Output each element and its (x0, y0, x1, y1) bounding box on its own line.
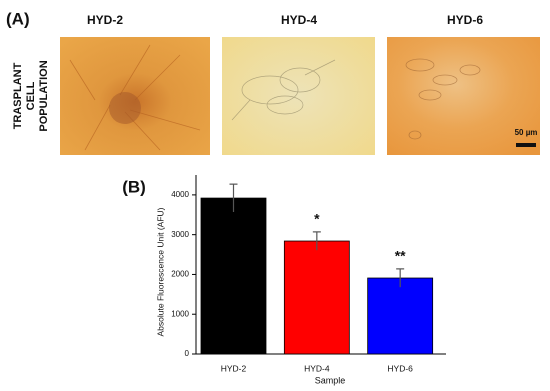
significance-marker: ** (395, 248, 406, 264)
image-title: HYD-4 (281, 13, 317, 27)
y-tick-label: 1000 (171, 309, 189, 318)
y-tick-label: 2000 (171, 270, 189, 279)
micrograph: 50 µm (387, 37, 540, 155)
panel-a-label: (A) (6, 9, 30, 28)
x-tick-label: HYD-2 (221, 363, 247, 373)
row-label-line: POPULATION (38, 60, 50, 131)
row-label: TRASPLANT CELL POPULATION (12, 60, 50, 131)
bar (367, 277, 434, 355)
bar (200, 197, 267, 355)
panel-b-label: (B) (122, 177, 146, 196)
y-tick-label: 0 (185, 349, 190, 358)
micrograph (60, 37, 210, 155)
x-tick-label: HYD-6 (387, 363, 413, 373)
scale-bar-label: 50 µm (515, 128, 538, 137)
y-axis-label: Absolute Fluorescence Unit (AFU) (155, 207, 165, 336)
y-tick-label: 3000 (171, 230, 189, 239)
row-label-line: CELL (25, 81, 37, 110)
image-title: HYD-6 (447, 13, 483, 27)
y-tick-label: 4000 (171, 190, 189, 199)
x-tick-label: HYD-4 (304, 363, 330, 373)
image-title: HYD-2 (87, 13, 123, 27)
significance-marker: * (314, 211, 320, 227)
bar (283, 240, 350, 355)
row-label-line: TRASPLANT (12, 62, 24, 129)
micrograph (222, 37, 375, 155)
x-axis-label: Sample (315, 375, 346, 385)
